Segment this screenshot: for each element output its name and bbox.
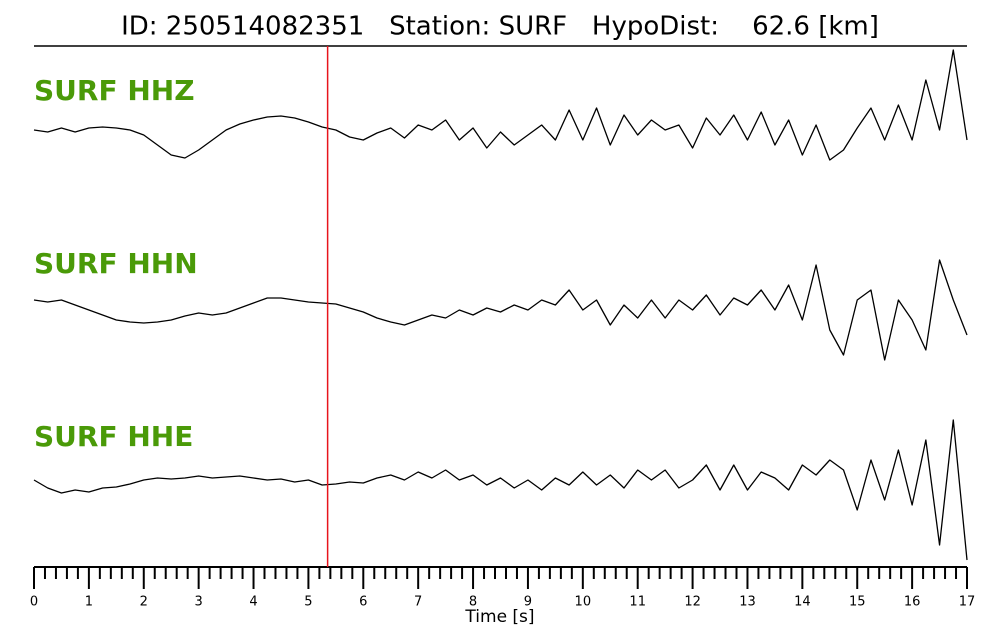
- x-tick-label: 17: [959, 595, 976, 610]
- x-tick-label: 2: [140, 595, 148, 610]
- x-tick-label: 3: [195, 595, 203, 610]
- x-tick-label: 13: [739, 595, 756, 610]
- x-tick-label: 8: [469, 595, 477, 610]
- x-axis-label: Time [s]: [464, 607, 534, 627]
- trace-label: SURF HHE: [34, 420, 193, 453]
- x-tick-label: 16: [904, 595, 921, 610]
- x-tick-label: 1: [85, 595, 93, 610]
- x-tick-label: 9: [524, 595, 532, 610]
- x-tick-label: 15: [849, 595, 866, 610]
- trace-label: SURF HHN: [34, 247, 198, 280]
- chart-title: ID: 250514082351 Station: SURF HypoDist:…: [121, 12, 879, 42]
- x-tick-label: 6: [359, 595, 367, 610]
- x-tick-label: 11: [629, 595, 646, 610]
- trace-label: SURF HHZ: [34, 74, 195, 107]
- x-tick-label: 4: [249, 595, 257, 610]
- x-tick-label: 5: [304, 595, 312, 610]
- x-tick-label: 10: [575, 595, 592, 610]
- waveform: [33, 259, 968, 361]
- x-tick-label: 0: [30, 595, 38, 610]
- x-tick-label: 7: [414, 595, 422, 610]
- waveform: [33, 419, 968, 561]
- waveform: [33, 49, 968, 161]
- x-tick-label: 12: [684, 595, 701, 610]
- x-tick-label: 14: [794, 595, 811, 610]
